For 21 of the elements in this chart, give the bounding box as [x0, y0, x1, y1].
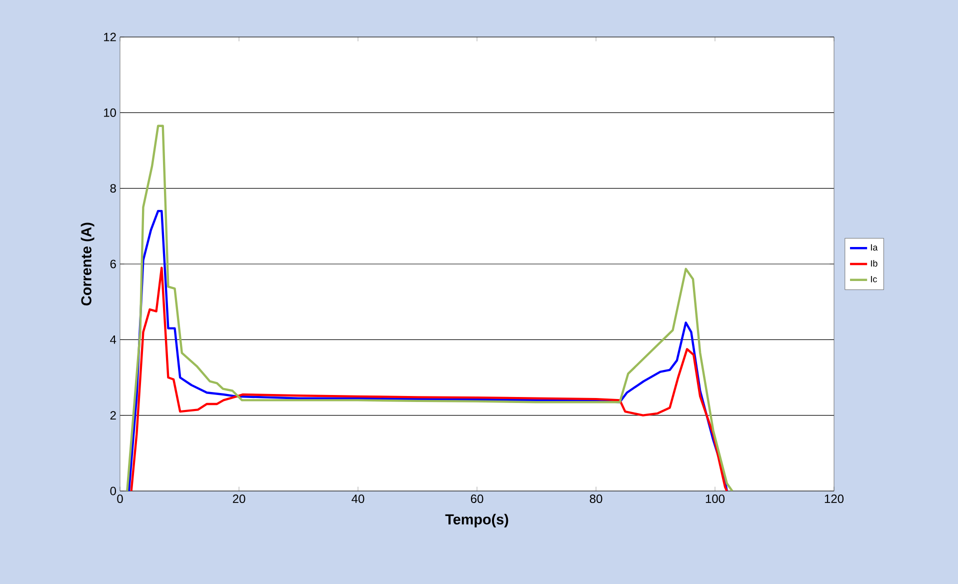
x-tick-label: 120: [824, 494, 844, 504]
legend-label: Ib: [871, 260, 878, 267]
y-tick-label: 4: [110, 336, 116, 344]
x-tick-label: 0: [117, 494, 123, 504]
line-series: [128, 210, 728, 491]
y-tick-label: 2: [110, 411, 116, 420]
line-series: [130, 266, 728, 491]
y-tick-label: 8: [110, 184, 116, 193]
x-axis-title: Tempo(s): [445, 514, 508, 528]
y-tick-label: 0: [110, 486, 116, 496]
y-axis-title: Corrente (A): [80, 222, 94, 306]
y-tick-label: 12: [104, 32, 116, 42]
x-tick-label: 40: [352, 494, 364, 504]
x-tick-label: 60: [470, 494, 484, 504]
legend-label: Ia: [871, 244, 878, 251]
y-tick-label: 6: [110, 260, 116, 268]
y-tick-label: 10: [104, 108, 116, 117]
x-tick-label: 80: [590, 494, 602, 504]
x-tick-label: 20: [232, 494, 246, 504]
x-tick-label: 100: [706, 494, 725, 504]
legend-label: Ic: [871, 276, 877, 282]
